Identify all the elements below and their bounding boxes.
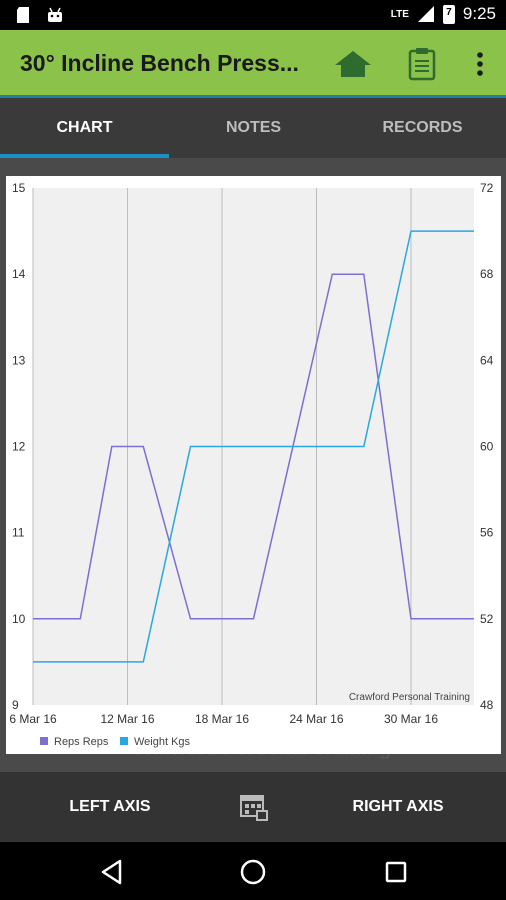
recents-button[interactable] (378, 854, 414, 890)
calendar-icon (240, 795, 268, 821)
left-axis-tick-label: 9 (12, 698, 19, 712)
home-icon (335, 51, 371, 77)
battery-level: 7 (446, 6, 452, 18)
progress-chart: 15 14 13 12 11 10 9 72 68 64 60 56 52 48 6 Mar 16 12 … (9, 181, 494, 748)
calendar-button[interactable] (233, 772, 275, 842)
clipboard-icon (408, 48, 436, 81)
home-nav-button[interactable] (235, 854, 271, 890)
system-nav-bar (0, 842, 506, 900)
right-axis-tick-label: 68 (480, 267, 494, 281)
android-icon (48, 7, 62, 22)
tab-notes[interactable]: NOTES (225, 119, 282, 136)
clock: 9:25 (462, 4, 496, 23)
left-axis-tick-label: 12 (12, 440, 26, 454)
x-tick-label: 30 Mar 16 (384, 712, 438, 726)
tab-records[interactable]: RECORDS (382, 119, 463, 136)
network-type: LTE (390, 8, 409, 20)
right-axis-tick-label: 64 (480, 353, 494, 367)
chart-card: 15 14 13 12 11 10 9 72 68 64 60 56 52 48 6 Mar 16 12 … (6, 176, 501, 754)
x-tick-label: 6 Mar 16 (9, 712, 57, 726)
left-axis-tick-label: 13 (12, 353, 26, 367)
legend-swatch-weight (120, 737, 128, 745)
signal-icon (417, 6, 434, 22)
battery-icon: 7 (442, 4, 455, 24)
chart-legend: Reps Reps Weight Kgs (40, 736, 191, 748)
x-tick-label: 18 Mar 16 (195, 712, 249, 726)
left-axis-tick-label: 11 (12, 526, 25, 540)
legend-swatch-reps (40, 737, 48, 745)
home-button[interactable] (333, 44, 373, 84)
status-bar: LTE 7 9:25 (0, 0, 506, 30)
tab-bar: CHART NOTES RECORDS (0, 98, 506, 158)
right-axis-tick-label: 72 (480, 181, 494, 195)
legend-label-weight: Weight Kgs (134, 736, 191, 748)
sd-card-icon (17, 7, 29, 23)
right-axis-tick-label: 48 (480, 698, 494, 712)
overflow-menu-button[interactable] (460, 44, 500, 84)
page-title: 30° Incline Bench Press... (20, 50, 299, 76)
left-axis-tick-label: 15 (12, 181, 26, 195)
left-axis-tick-label: 14 (12, 267, 26, 281)
left-axis-tick-label: 10 (12, 612, 26, 626)
right-axis-tick-label: 52 (480, 612, 494, 626)
circle-home-icon (240, 859, 266, 885)
more-vert-icon (477, 52, 483, 76)
legend-label-reps: Reps Reps (54, 736, 109, 748)
app-bar: 30° Incline Bench Press... (0, 30, 506, 98)
right-axis-button[interactable]: RIGHT AXIS (352, 798, 444, 815)
right-axis-tick-label: 56 (480, 526, 494, 540)
bottom-bar: LEFT AXIS RIGHT AXIS (0, 772, 506, 842)
x-tick-label: 12 Mar 16 (100, 712, 154, 726)
series-line-reps (33, 273, 474, 620)
clipboard-button[interactable] (402, 44, 442, 84)
x-tick-label: 24 Mar 16 (289, 712, 343, 726)
chart-annotation: Crawford Personal Training (349, 692, 470, 703)
series-line-weight (33, 230, 474, 663)
square-recents-icon (385, 861, 407, 883)
tab-chart[interactable]: CHART (0, 98, 169, 158)
back-icon (101, 859, 122, 885)
left-axis-button[interactable]: LEFT AXIS (69, 798, 151, 815)
back-button[interactable] (94, 854, 130, 890)
right-axis-tick-label: 60 (480, 440, 494, 454)
